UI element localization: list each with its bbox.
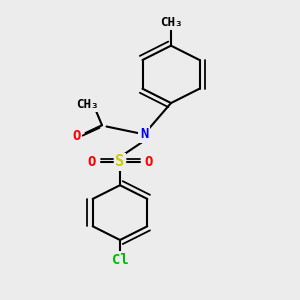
- Text: O: O: [87, 155, 96, 169]
- Text: CH₃: CH₃: [76, 98, 98, 111]
- Text: O: O: [72, 129, 81, 143]
- Text: Cl: Cl: [112, 253, 128, 267]
- Text: O: O: [144, 155, 153, 169]
- Text: CH₃: CH₃: [160, 16, 182, 29]
- Text: N: N: [140, 127, 148, 141]
- Text: S: S: [116, 154, 124, 169]
